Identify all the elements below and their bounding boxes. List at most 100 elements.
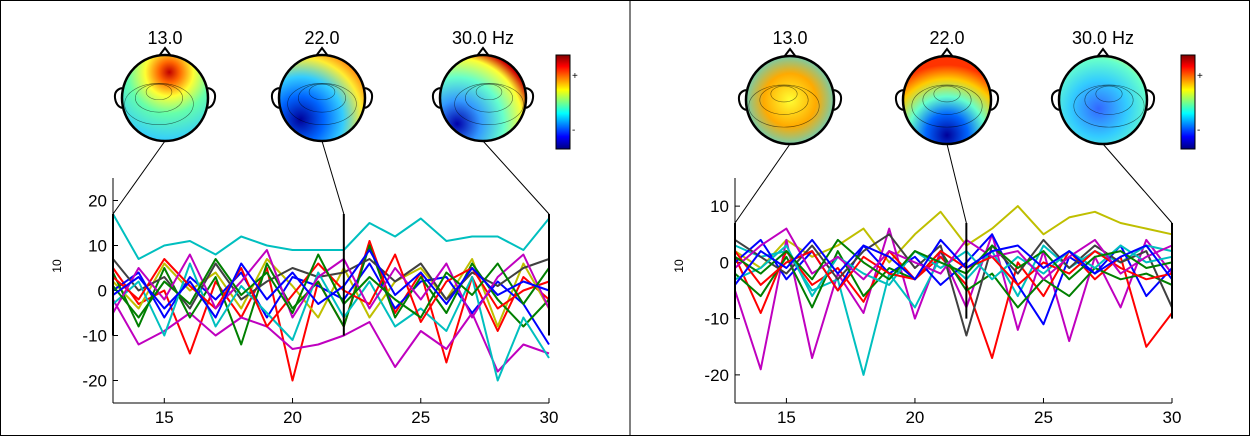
topo-frequency-label: 30.0 Hz	[1072, 28, 1134, 48]
head-outline	[438, 53, 528, 143]
left-ear-icon	[737, 89, 747, 111]
nose-icon	[1096, 47, 1110, 58]
y-tick-label: -10	[82, 327, 107, 346]
topo-connector-line	[1102, 143, 1173, 224]
y-tick-label: 0	[98, 282, 107, 301]
series-line-1	[112, 213, 550, 260]
y-axis-label: 10	[50, 259, 64, 273]
contour-line	[1073, 84, 1145, 128]
series-line-10	[112, 249, 550, 319]
colorbar	[1180, 54, 1196, 150]
y-tick-label: 20	[88, 192, 107, 211]
nose-icon	[158, 46, 172, 57]
topo-connector-line	[482, 140, 550, 215]
left-ear-icon	[270, 87, 280, 109]
y-tick-label: 10	[88, 237, 107, 256]
left-ear-icon	[1050, 89, 1060, 111]
series-line-6	[112, 244, 550, 346]
contour-line	[1095, 85, 1123, 103]
topo-connector-line	[112, 140, 166, 215]
contour-line	[145, 83, 173, 101]
colorbar	[555, 54, 571, 150]
left-ear-icon	[894, 89, 904, 111]
contour-line	[911, 84, 983, 128]
contour-line	[308, 83, 336, 101]
colorbar-minus-label: -	[572, 125, 575, 136]
x-tick-label: 15	[777, 408, 796, 427]
topo-connector-line	[321, 140, 345, 215]
series-line-9	[112, 253, 550, 328]
x-tick-label: 25	[1034, 408, 1053, 427]
topo-frequency-label: 22.0	[304, 28, 339, 48]
series-line-11	[112, 253, 550, 319]
nose-icon	[940, 47, 954, 58]
panel-right: 15 20 25 30 10 0 -10 -20 10 13.0 22.0 30.0 Hz + -	[672, 28, 1203, 427]
head-outline	[277, 53, 367, 143]
series-line-7	[734, 233, 1173, 337]
colorbar-minus-label: -	[1197, 125, 1200, 136]
right-ear-icon	[833, 89, 843, 111]
colorbar-plus-label: +	[1197, 71, 1203, 82]
right-ear-icon	[207, 87, 217, 109]
topo-map	[894, 47, 1000, 146]
topo-map	[431, 46, 535, 143]
contour-line	[933, 85, 961, 103]
x-tick-label: 25	[411, 408, 430, 427]
head-outline	[901, 54, 993, 146]
head-outline	[120, 53, 210, 143]
y-tick-label: 10	[710, 197, 729, 216]
colorbar-plus-label: +	[572, 71, 578, 82]
topo-map	[1050, 47, 1156, 146]
y-tick-label: 0	[720, 253, 729, 272]
topo-frequency-label: 22.0	[929, 28, 964, 48]
topo-map	[270, 46, 374, 143]
contour-line	[135, 83, 183, 113]
right-ear-icon	[525, 87, 535, 109]
contour-line	[770, 85, 798, 103]
panel-left: 15 20 25 30 20 10 0 -10 -20 10 13.0 22.0 30.0 Hz + -	[50, 28, 578, 427]
contour-line	[454, 83, 524, 125]
series-line-9	[734, 250, 1173, 292]
contour-line	[124, 83, 194, 125]
series-line-5	[112, 262, 550, 346]
contour-line	[475, 83, 503, 101]
series-line-3	[112, 299, 550, 373]
topo-map	[737, 47, 843, 146]
y-tick-label: -10	[704, 310, 729, 329]
contour-line	[1084, 85, 1134, 115]
series-line-12	[112, 249, 550, 319]
x-tick-label: 15	[155, 408, 174, 427]
right-ear-icon	[1146, 89, 1156, 111]
series-line-10	[734, 227, 1173, 281]
contour-line	[465, 83, 513, 113]
left-ear-icon	[431, 87, 441, 109]
left-ear-icon	[113, 87, 123, 109]
topo-map	[113, 46, 217, 143]
topo-connector-line	[946, 143, 967, 224]
y-axis-label: 10	[672, 259, 686, 273]
topo-frequency-label: 13.0	[147, 28, 182, 48]
contour-line	[922, 85, 972, 115]
x-tick-label: 20	[905, 408, 924, 427]
series-line-11	[734, 238, 1173, 281]
contour-line	[748, 84, 820, 128]
nose-icon	[315, 46, 329, 57]
contour-line	[759, 85, 809, 115]
nose-icon	[783, 47, 797, 58]
y-tick-label: -20	[82, 372, 107, 391]
topo-connector-line	[734, 143, 791, 224]
x-tick-label: 30	[540, 408, 559, 427]
right-ear-icon	[990, 89, 1000, 111]
topo-frequency-label: 13.0	[772, 28, 807, 48]
head-outline	[1057, 54, 1149, 146]
head-outline	[744, 54, 836, 146]
x-tick-label: 30	[1163, 408, 1182, 427]
topo-frequency-label: 30.0 Hz	[452, 28, 514, 48]
contour-line	[287, 83, 357, 125]
nose-icon	[476, 46, 490, 57]
x-tick-label: 20	[283, 408, 302, 427]
contour-line	[298, 83, 346, 113]
series-line-12	[734, 238, 1173, 286]
